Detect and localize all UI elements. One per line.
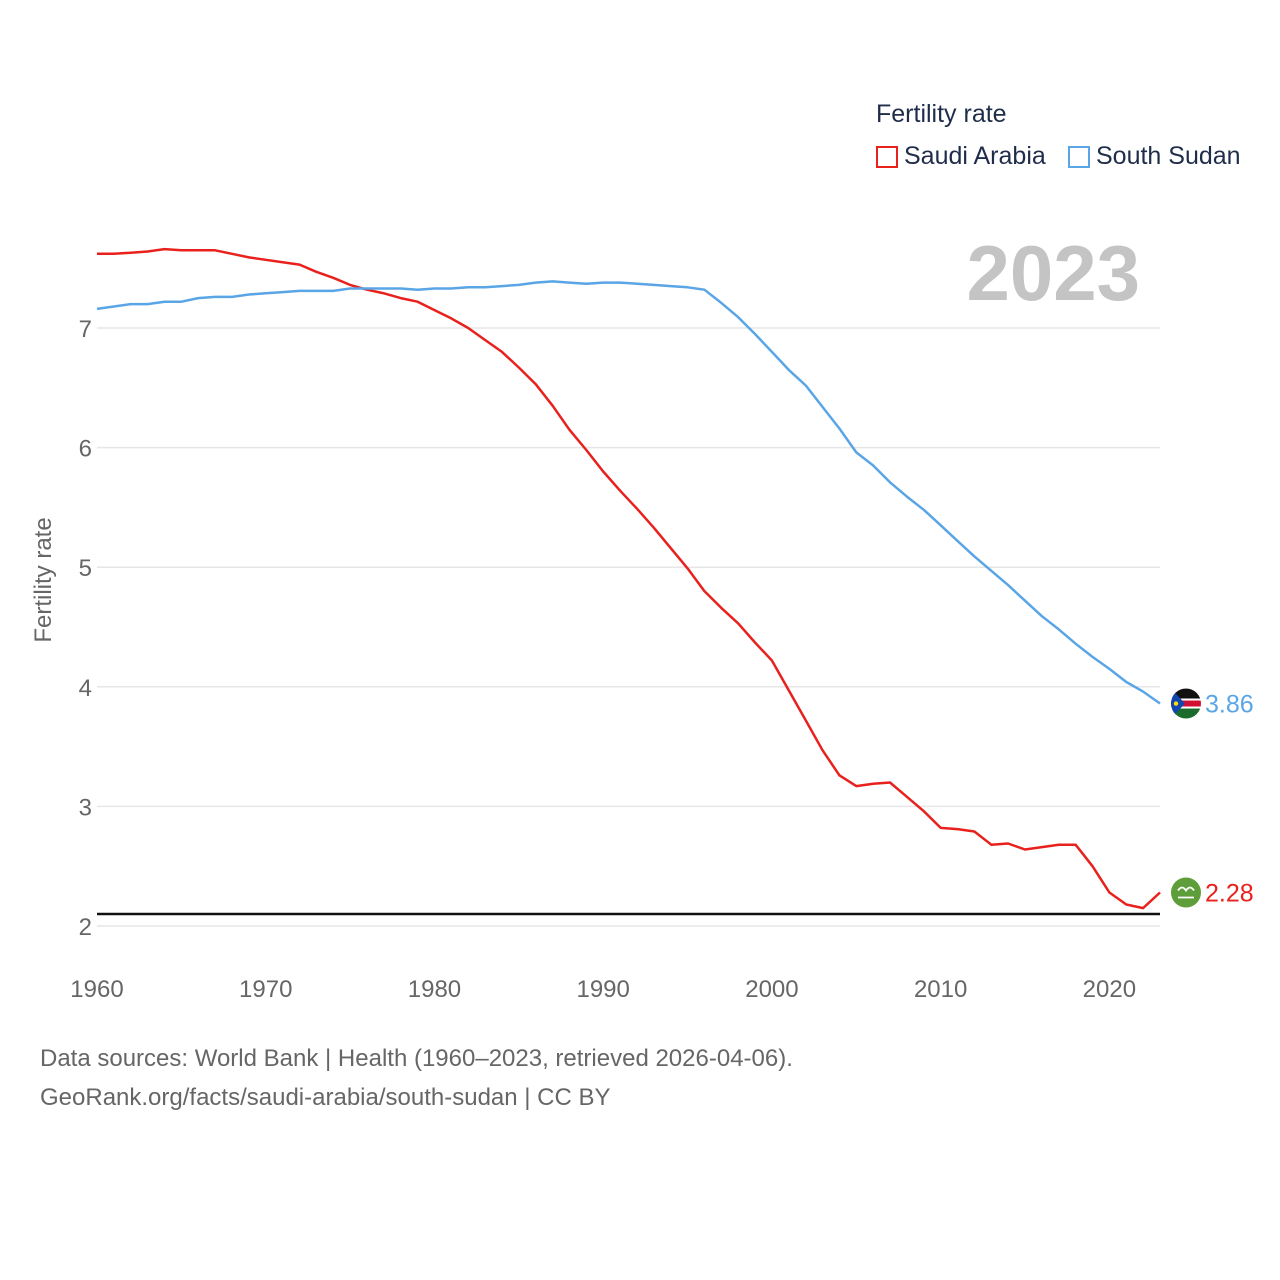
y-tick-label: 7 [79,316,92,343]
x-tick-label: 2000 [745,976,798,1003]
x-tick-label: 2020 [1083,976,1136,1003]
legend-item-south-sudan[interactable]: South Sudan [1068,142,1241,171]
end-value-label-south-sudan: 3.86 [1205,691,1254,719]
legend-swatch-south-sudan [1068,145,1090,168]
legend-title: Fertility rate [876,100,1007,128]
y-tick-label: 2 [79,914,92,941]
legend-item-saudi-arabia[interactable]: Saudi Arabia [876,142,1046,171]
x-tick-label: 1970 [239,976,292,1003]
south-sudan-flag-icon [1171,688,1201,719]
y-tick-label: 3 [79,794,92,821]
y-tick-label: 4 [79,675,92,702]
legend-label-south-sudan: South Sudan [1096,142,1241,170]
saudi-arabia-flag-icon [1171,877,1201,908]
data-source-note: Data sources: World Bank | Health (1960–… [40,1045,793,1072]
saudi-flag-emblem-icon [1177,886,1195,899]
source-url-license[interactable]: GeoRank.org/facts/saudi-arabia/south-sud… [40,1084,611,1111]
current-year-label: 2023 [966,229,1140,317]
legend-swatch-saudi-arabia [876,145,898,168]
y-tick-label: 6 [79,436,92,463]
series-line-south-sudan [96,280,1161,705]
y-axis-label: Fertility rate [30,517,57,642]
y-tick-label: 5 [79,555,92,582]
x-tick-label: 1980 [408,976,461,1003]
x-tick-label: 2010 [914,976,967,1003]
series-line-saudi-arabia [97,247,1161,910]
x-tick-label: 1990 [576,976,629,1003]
legend-label-saudi-arabia: Saudi Arabia [904,142,1046,170]
end-value-label-saudi-arabia: 2.28 [1205,880,1254,908]
x-tick-label: 1960 [70,976,123,1003]
